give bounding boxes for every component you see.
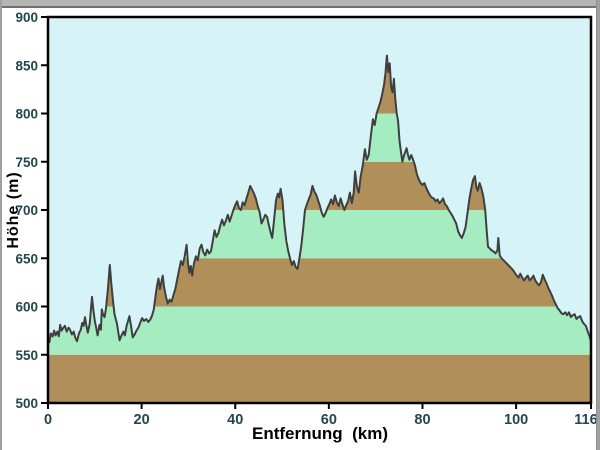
x-tick-label: 100 [504,412,528,428]
x-tick-label: 80 [414,412,430,428]
x-tick-label: 60 [321,412,337,428]
y-axis-title: Höhe (m) [5,171,22,249]
y-tick-label: 550 [15,348,38,363]
window-top-bar [0,0,600,8]
y-tick-label: 750 [15,155,38,170]
x-tick-label: 116 [574,412,597,428]
window-left-border [0,0,2,450]
y-tick-label: 500 [15,396,38,411]
y-tick-label: 700 [15,203,38,218]
y-tick-label: 850 [15,58,38,73]
x-axis-title: Entfernung (km) [252,424,388,443]
x-tick-label: 20 [134,412,150,428]
y-tick-label: 900 [15,10,38,25]
y-tick-label: 650 [15,251,38,266]
window-right-border [596,0,600,450]
y-tick-label: 800 [15,107,38,122]
x-tick-label: 0 [44,412,52,428]
elevation-band [48,354,591,403]
x-tick-label: 40 [227,412,243,428]
y-tick-label: 600 [15,300,38,315]
profile-line [47,54,592,344]
